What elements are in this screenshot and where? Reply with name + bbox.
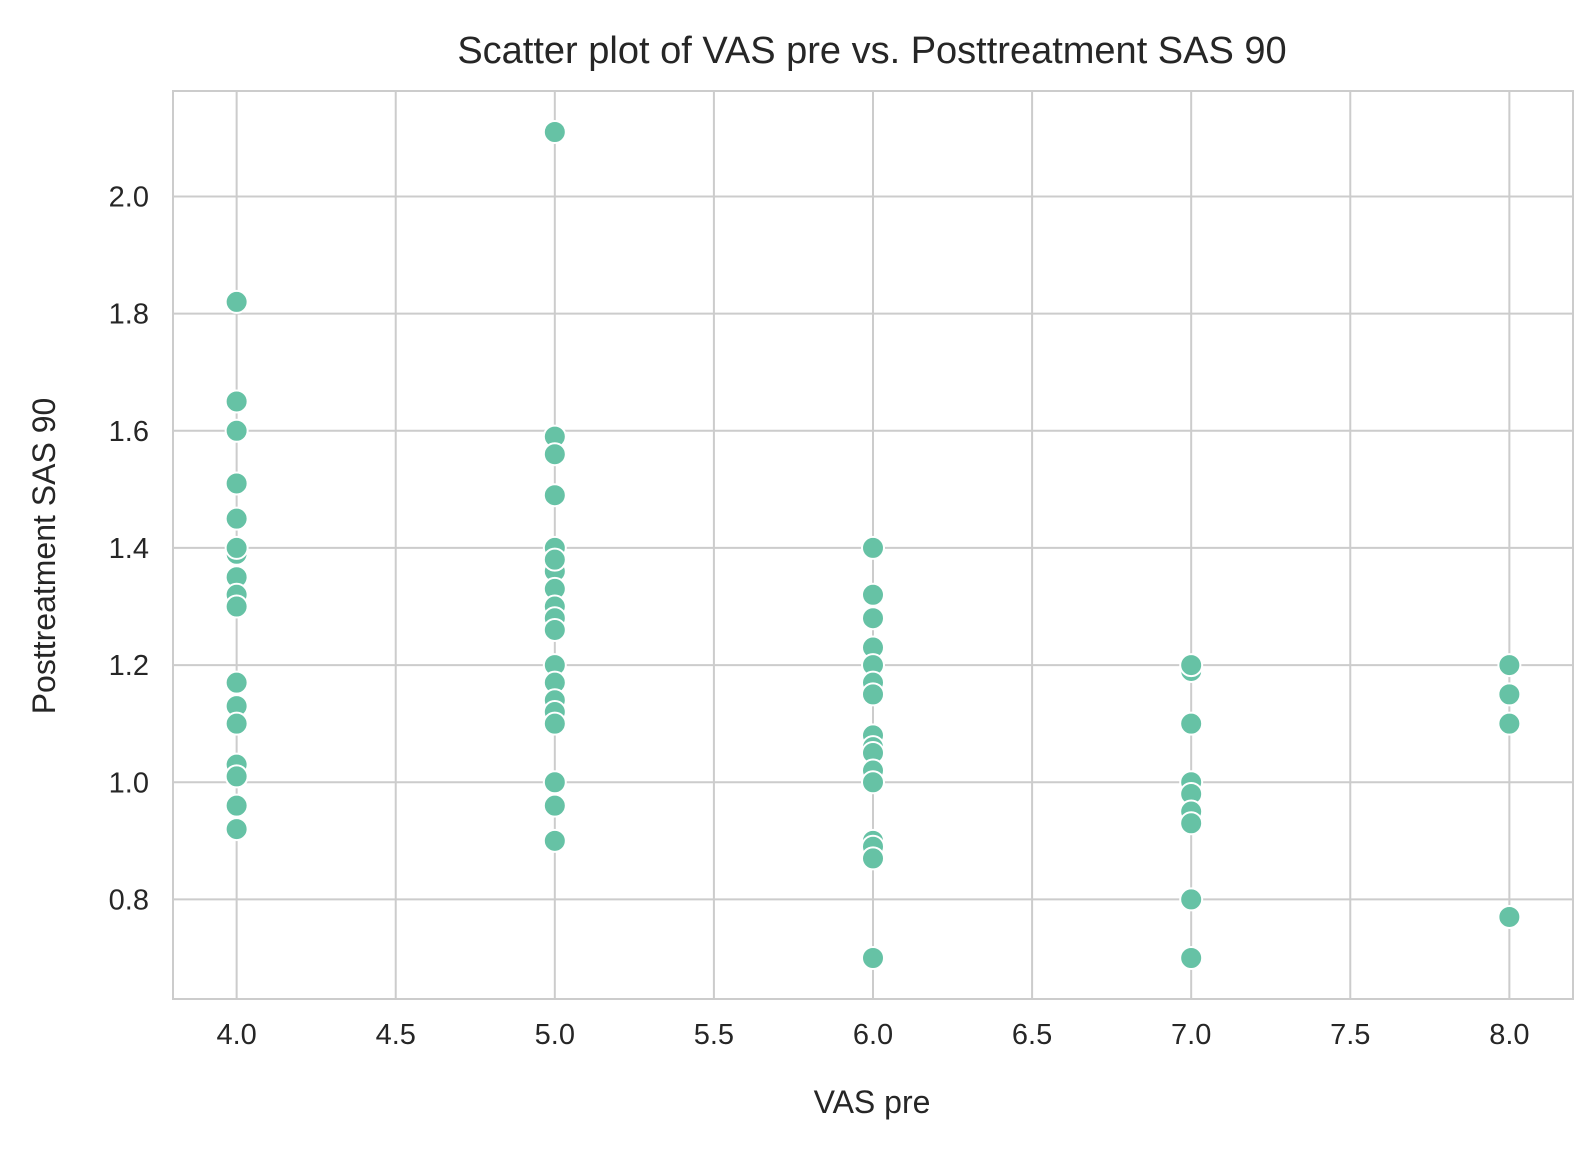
data-point bbox=[861, 770, 885, 795]
data-point bbox=[542, 483, 567, 508]
x-tick-label: 5.0 bbox=[535, 1019, 575, 1051]
data-point bbox=[542, 828, 567, 853]
data-point bbox=[224, 594, 249, 619]
data-point bbox=[1179, 811, 1204, 836]
data-point bbox=[1179, 711, 1204, 736]
data-point bbox=[1179, 653, 1204, 678]
x-tick-label: 4.5 bbox=[376, 1019, 416, 1051]
data-point bbox=[542, 442, 567, 467]
y-tick-label: 1.4 bbox=[109, 533, 149, 565]
data-point bbox=[224, 670, 249, 695]
data-point bbox=[542, 120, 567, 145]
data-point bbox=[224, 471, 249, 496]
data-point bbox=[1179, 887, 1204, 912]
y-axis-label: Posttreatment SAS 90 bbox=[26, 398, 62, 715]
data-point bbox=[224, 289, 249, 314]
data-point bbox=[861, 606, 885, 631]
y-tick-label: 0.8 bbox=[109, 884, 149, 916]
data-point bbox=[224, 817, 249, 842]
data-point bbox=[224, 506, 249, 531]
y-tick-label: 1.6 bbox=[109, 416, 149, 448]
data-point bbox=[542, 793, 567, 818]
y-tick-label: 2.0 bbox=[109, 181, 149, 213]
x-tick-label: 8.0 bbox=[1489, 1019, 1529, 1051]
x-axis-label: VAS pre bbox=[814, 1084, 931, 1120]
data-point bbox=[861, 846, 885, 871]
x-tick-label: 7.5 bbox=[1330, 1019, 1370, 1051]
data-point bbox=[542, 770, 567, 795]
data-point bbox=[542, 617, 567, 642]
data-point bbox=[224, 793, 249, 818]
data-point bbox=[1497, 711, 1522, 736]
x-tick-label: 4.0 bbox=[216, 1019, 256, 1051]
y-tick-label: 1.2 bbox=[109, 650, 149, 682]
data-point bbox=[1497, 682, 1522, 707]
plot-area-frame bbox=[172, 90, 1574, 1000]
data-point bbox=[1179, 945, 1204, 970]
data-point bbox=[861, 682, 885, 707]
x-tick-labels: 4.0 4.5 5.0 5.5 6.0 6.5 7.0 7.5 8.0 bbox=[216, 1019, 1529, 1051]
data-point bbox=[542, 711, 567, 736]
y-tick-label: 1.0 bbox=[109, 767, 149, 799]
data-points bbox=[224, 120, 1522, 970]
y-tick-labels: 0.8 1.0 1.2 1.4 1.6 1.8 2.0 bbox=[109, 181, 149, 916]
chart-title: Scatter plot of VAS pre vs. Posttreatmen… bbox=[457, 30, 1286, 72]
data-point bbox=[1497, 653, 1522, 678]
data-point bbox=[224, 535, 249, 560]
data-point bbox=[224, 711, 249, 736]
x-tick-label: 6.5 bbox=[1012, 1019, 1052, 1051]
x-tick-label: 5.5 bbox=[694, 1019, 734, 1051]
data-point bbox=[542, 547, 567, 572]
y-tick-label: 1.8 bbox=[109, 299, 149, 331]
data-point bbox=[224, 389, 249, 414]
data-point bbox=[861, 582, 885, 607]
data-point bbox=[861, 535, 885, 560]
x-tick-label: 6.0 bbox=[853, 1019, 893, 1051]
data-point bbox=[1497, 904, 1522, 929]
x-tick-label: 7.0 bbox=[1171, 1019, 1211, 1051]
data-point bbox=[224, 764, 249, 789]
data-point bbox=[224, 418, 249, 443]
data-point bbox=[861, 945, 885, 970]
